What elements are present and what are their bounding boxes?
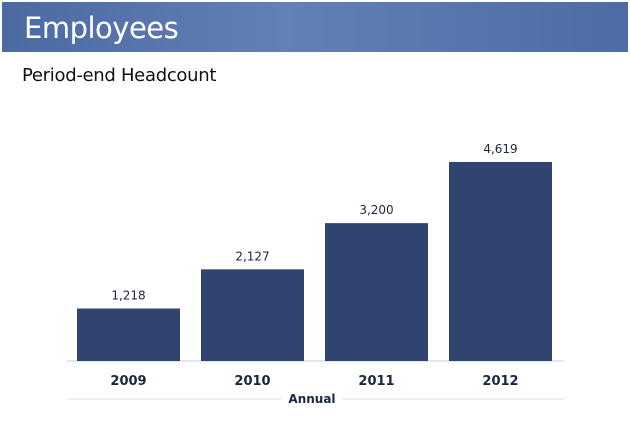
bar-2012 (449, 162, 552, 361)
data-label-2011: 3,200 (359, 203, 393, 217)
data-label-2012: 4,619 (483, 142, 517, 156)
chart-subtitle: Period-end Headcount (22, 65, 217, 86)
x-tick-label-2009: 2009 (110, 374, 146, 389)
x-tick-label-2011: 2011 (358, 374, 394, 389)
data-label-2010: 2,127 (235, 249, 269, 263)
x-tick-label-2010: 2010 (234, 374, 270, 389)
header-banner: Employees (2, 2, 628, 52)
bar-2011 (325, 223, 428, 361)
data-label-2009: 1,218 (111, 289, 145, 303)
x-tick-label-2012: 2012 (482, 374, 518, 389)
x-axis-title: Annual (288, 392, 335, 406)
bar-2010 (201, 269, 304, 361)
page-title: Employees (24, 11, 179, 45)
bar-2009 (77, 308, 180, 361)
